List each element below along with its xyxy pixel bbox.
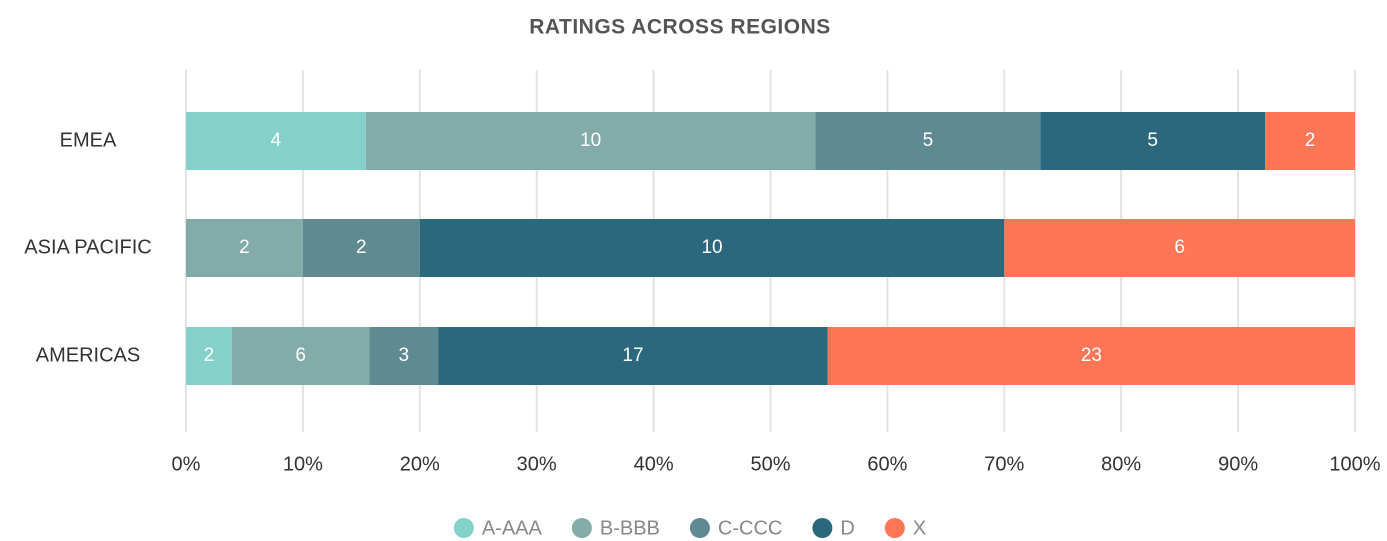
legend-marker	[571, 518, 592, 538]
value-label: 2	[356, 237, 367, 258]
value-label: 6	[295, 345, 306, 366]
x-tick-label: 30%	[517, 453, 557, 475]
y-tick-label: AMERICAS	[36, 344, 140, 366]
y-tick-label: EMEA	[60, 129, 117, 151]
x-tick-label: 90%	[1218, 453, 1258, 475]
x-tick-label: 40%	[634, 453, 674, 475]
value-label: 10	[701, 237, 722, 258]
y-tick-label: ASIA PACIFIC	[24, 236, 151, 258]
value-label: 6	[1174, 237, 1185, 258]
legend-label: A-AAA	[482, 517, 543, 539]
value-label: 23	[1081, 345, 1102, 366]
bar-segment	[815, 112, 1041, 170]
value-label: 2	[239, 237, 250, 258]
x-tick-label: 50%	[750, 453, 790, 475]
bar-segment	[186, 219, 303, 277]
legend-marker	[884, 518, 905, 538]
legend-marker	[812, 518, 833, 538]
bar-segment	[365, 112, 816, 170]
chart-title: RATINGS ACROSS REGIONS	[529, 16, 831, 39]
x-tick-label: 60%	[867, 453, 907, 475]
x-tick-label: 0%	[172, 453, 201, 475]
value-label: 4	[271, 130, 282, 151]
bar-segment	[369, 327, 439, 385]
bar-segment	[231, 327, 370, 385]
x-tick-label: 10%	[283, 453, 323, 475]
bar-segment	[1265, 112, 1355, 170]
bar-segment	[186, 327, 232, 385]
legend-marker	[453, 518, 474, 538]
bar-segment	[419, 219, 1005, 277]
value-label: 2	[1305, 130, 1316, 151]
bar-segment	[438, 327, 828, 385]
legend-label: X	[913, 517, 926, 539]
value-label: 5	[923, 130, 934, 151]
value-label: 2	[204, 345, 215, 366]
bar-segment	[1040, 112, 1266, 170]
value-label: 10	[580, 130, 601, 151]
bar-segment	[186, 112, 366, 170]
x-tick-label: 70%	[984, 453, 1024, 475]
legend-label: C-CCC	[718, 517, 782, 539]
bar-segment	[827, 327, 1355, 385]
legend-label: B-BBB	[600, 517, 660, 539]
legend-marker	[689, 518, 710, 538]
x-tick-label: 100%	[1329, 453, 1380, 475]
legend-label: D	[840, 517, 854, 539]
bar-segment	[1004, 219, 1355, 277]
value-label: 3	[398, 345, 409, 366]
bar-segment	[302, 219, 420, 277]
x-tick-label: 20%	[400, 453, 440, 475]
value-label: 17	[622, 345, 643, 366]
value-label: 5	[1147, 130, 1158, 151]
x-tick-label: 80%	[1101, 453, 1141, 475]
